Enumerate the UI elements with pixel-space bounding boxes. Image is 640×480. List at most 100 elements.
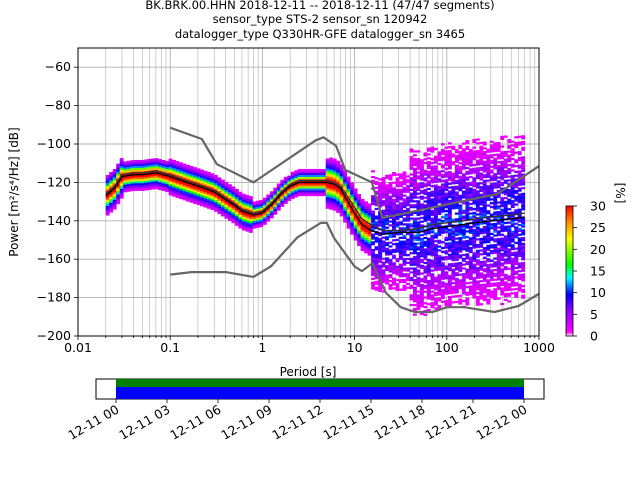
- heatmap-cell: [207, 191, 211, 194]
- heatmap-cell: [514, 165, 519, 168]
- heatmap-cell: [433, 243, 438, 247]
- heatmap-cell: [465, 299, 470, 302]
- heatmap-cell: [419, 189, 424, 193]
- heatmap-cell: [269, 198, 274, 202]
- heatmap-cell: [472, 284, 477, 288]
- heatmap-cell: [486, 235, 491, 238]
- heatmap-cell: [479, 209, 484, 212]
- heatmap-cell: [255, 217, 260, 221]
- heatmap-cell: [378, 212, 382, 216]
- heatmap-cell: [517, 270, 522, 273]
- heatmap-cell: [507, 156, 512, 159]
- heatmap-cell: [360, 214, 365, 217]
- heatmap-cell: [496, 149, 501, 152]
- heatmap-cell: [392, 216, 396, 219]
- heatmap-cell: [350, 184, 355, 187]
- heatmap-cell: [262, 216, 267, 220]
- heatmap-cell: [433, 201, 438, 204]
- heatmap-cell: [325, 200, 330, 204]
- heatmap-cell: [161, 161, 166, 165]
- heatmap-cell: [517, 262, 522, 265]
- heatmap-cell: [186, 187, 190, 191]
- heatmap-cell: [451, 230, 456, 233]
- heatmap-cell: [406, 269, 410, 272]
- heatmap-cell: [475, 169, 480, 172]
- heatmap-cell: [486, 288, 491, 292]
- heatmap-cell: [489, 161, 494, 165]
- heatmap-cell: [112, 197, 117, 200]
- heatmap-cell: [472, 156, 477, 159]
- heatmap-cell: [426, 253, 431, 256]
- heatmap-cell: [517, 273, 522, 277]
- heatmap-cell: [465, 176, 470, 179]
- heatmap-cell: [458, 171, 463, 175]
- heatmap-cell: [116, 167, 121, 170]
- heatmap-cell: [409, 204, 414, 207]
- heatmap-cell: [294, 172, 299, 175]
- heatmap-cell: [500, 247, 505, 250]
- heatmap-cell: [496, 184, 501, 187]
- heatmap-cell: [514, 170, 519, 173]
- heatmap-cell: [322, 190, 327, 193]
- heatmap-cell: [423, 171, 428, 174]
- heatmap-cell: [227, 211, 232, 214]
- heatmap-cell: [172, 173, 176, 176]
- heatmap-cell: [241, 216, 246, 219]
- heatmap-cell: [444, 273, 449, 276]
- heatmap-cell: [472, 169, 477, 172]
- heatmap-cell: [315, 188, 320, 191]
- heatmap-cell: [213, 198, 218, 201]
- heatmap-cell: [458, 294, 463, 297]
- heatmap-cell: [399, 242, 403, 245]
- heatmap-cell: [112, 168, 117, 172]
- heatmap-cell: [367, 249, 372, 252]
- heatmap-cell: [266, 219, 271, 222]
- heatmap-cell: [426, 210, 431, 214]
- heatmap-cell: [224, 214, 229, 217]
- heatmap-cell: [510, 180, 515, 184]
- heatmap-cell: [447, 295, 452, 299]
- heatmap-cell: [489, 227, 494, 230]
- heatmap-cell: [482, 264, 487, 267]
- heatmap-cell: [339, 168, 344, 171]
- heatmap-cell: [322, 186, 327, 189]
- heatmap-cell: [318, 188, 323, 191]
- heatmap-cell: [409, 225, 414, 228]
- heatmap-cell: [510, 150, 515, 153]
- heatmap-cell: [311, 180, 316, 183]
- heatmap-cell: [423, 250, 428, 253]
- heatmap-cell: [416, 223, 421, 226]
- heatmap-cell: [217, 179, 222, 182]
- heatmap-cell: [154, 163, 159, 167]
- heatmap-cell: [213, 199, 218, 203]
- heatmap-cell: [172, 186, 176, 189]
- heatmap-cell: [447, 299, 452, 302]
- heatmap-cell: [367, 234, 372, 237]
- heatmap-cell: [440, 256, 445, 259]
- heatmap-cell: [119, 167, 124, 170]
- heatmap-cell: [482, 156, 487, 160]
- heatmap-cell: [416, 255, 421, 259]
- heatmap-cell: [507, 248, 512, 251]
- heatmap-cell: [437, 230, 442, 233]
- heatmap-cell: [378, 247, 382, 250]
- heatmap-cell: [416, 238, 421, 241]
- heatmap-cell: [283, 197, 288, 201]
- heatmap-cell: [213, 201, 218, 205]
- heatmap-cell: [318, 170, 323, 174]
- heatmap-cell: [482, 160, 487, 163]
- heatmap-cell: [444, 236, 449, 240]
- heatmap-cell: [412, 278, 417, 282]
- heatmap-cell: [517, 164, 522, 167]
- heatmap-cell: [479, 166, 484, 170]
- heatmap-cell: [423, 284, 428, 288]
- heatmap-cell: [105, 182, 110, 185]
- heatmap-cell: [374, 238, 379, 241]
- heatmap-cell: [454, 295, 459, 298]
- heatmap-cell: [496, 153, 501, 156]
- heatmap-cell: [350, 205, 355, 208]
- heatmap-cell: [172, 159, 176, 163]
- heatmap-cell: [440, 229, 445, 232]
- heatmap-cell: [412, 221, 417, 224]
- heatmap-cell: [416, 207, 421, 211]
